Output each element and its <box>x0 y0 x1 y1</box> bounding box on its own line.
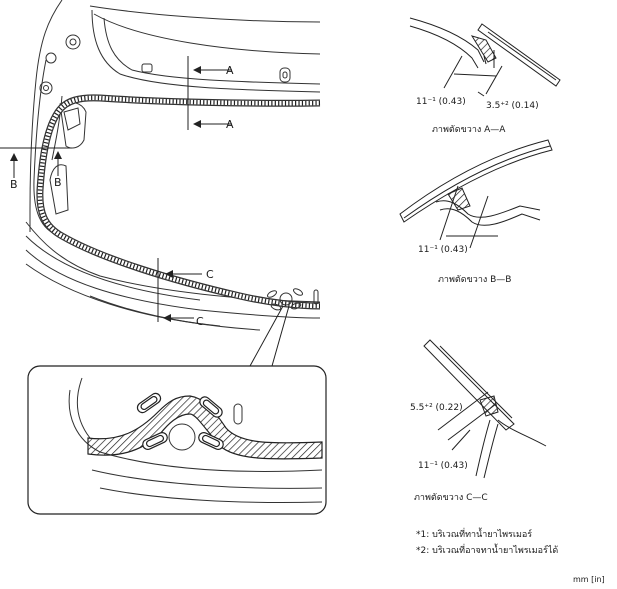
liftgate-top-edge-2 <box>93 13 321 55</box>
units-label: mm [in] <box>573 575 605 584</box>
section-bb-caption: ภาพตัดขวาง B—B <box>438 275 511 285</box>
section-cc-drawing <box>423 339 547 479</box>
section-aa-drawing <box>409 17 561 97</box>
section-cc-dim-1: 5.5⁺² (0.22) <box>410 403 463 413</box>
liftgate-outer-panel <box>29 0 63 232</box>
section-mark-b-right: B <box>54 176 62 189</box>
detail-leader <box>249 305 290 367</box>
section-cc-caption: ภาพตัดขวาง C—C <box>414 493 488 503</box>
striker-area <box>266 288 319 311</box>
liftgate-top-edge <box>89 5 321 23</box>
section-bb-dim-1: 11⁻¹ (0.43) <box>418 245 468 255</box>
section-aa-dim-2: 3.5⁺² (0.14) <box>486 101 539 111</box>
detail-callout-frame <box>27 365 327 515</box>
bolt-hole <box>65 34 81 50</box>
sealant-bead <box>36 94 321 310</box>
section-mark-b-left: B <box>10 178 18 191</box>
detail-view <box>68 377 323 503</box>
section-cc-dim-2: 11⁻¹ (0.43) <box>418 461 468 471</box>
detail-slots <box>136 392 224 450</box>
bolt-hole <box>45 52 57 64</box>
section-mark-a-top: A <box>226 64 234 77</box>
section-mark-a-bottom: A <box>226 118 234 131</box>
section-aa-caption: ภาพตัดขวาง A—A <box>432 125 506 135</box>
note-1: *1: บริเวณที่ทาน้ำยาไพรเมอร์ <box>416 527 532 540</box>
bolt-hole <box>39 81 53 95</box>
section-mark-c-bottom: C <box>196 315 204 328</box>
section-mark-c-top: C <box>206 268 214 281</box>
section-line-b <box>0 147 72 178</box>
note-2: *2: บริเวณที่อาจทาน้ำยาไพรเมอร์ได้ <box>416 543 558 556</box>
section-line-a <box>187 56 232 130</box>
section-aa-dim-1: 11⁻¹ (0.43) <box>416 97 466 107</box>
section-bb-drawing <box>399 139 553 249</box>
striker-hole <box>168 423 196 451</box>
section-line-c <box>157 258 202 322</box>
